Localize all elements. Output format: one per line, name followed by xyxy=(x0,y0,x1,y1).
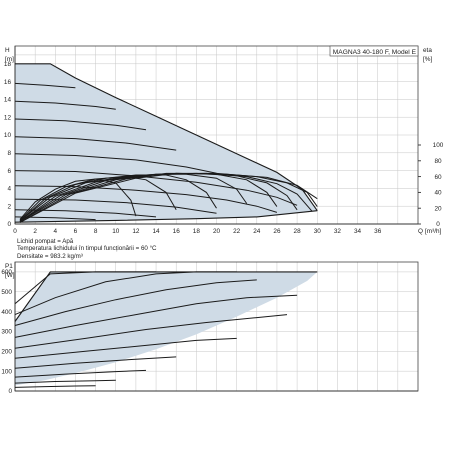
head-tick-label: 8 xyxy=(7,150,11,157)
head-tick-label: 12 xyxy=(4,114,12,121)
flow-tick-label: 26 xyxy=(273,228,281,235)
flow-tick-label: 12 xyxy=(132,228,140,235)
flow-tick-label: 30 xyxy=(314,228,322,235)
flow-tick-label: 10 xyxy=(112,228,120,235)
power-axis-label: P1 xyxy=(5,263,13,270)
eta-tick-label: 80 xyxy=(434,158,442,165)
head-tick-label: 10 xyxy=(4,132,12,139)
eta-tick-label: 20 xyxy=(434,205,442,212)
flow-tick-label: 20 xyxy=(213,228,221,235)
eta-tick-label: 0 xyxy=(436,221,440,228)
eta-axis-label: eta xyxy=(423,47,432,54)
flow-tick-label: 28 xyxy=(294,228,302,235)
eta-tick-label: 100 xyxy=(433,142,444,149)
efficiency-curve xyxy=(19,172,318,223)
power-curve xyxy=(14,369,147,378)
min-head-curve xyxy=(14,210,318,223)
flow-tick-label: 2 xyxy=(33,228,37,235)
flow-tick-label: 22 xyxy=(233,228,241,235)
head-curve xyxy=(14,100,116,110)
operating-region xyxy=(15,63,318,223)
power-tick-label: 400 xyxy=(1,309,12,316)
eta-tick-label: 60 xyxy=(434,174,442,181)
power-axis-unit: [W] xyxy=(5,272,15,279)
power-tick-label: 300 xyxy=(1,329,12,336)
flow-tick-label: 16 xyxy=(173,228,181,235)
power-tick-label: 0 xyxy=(8,388,12,395)
eta-tick-label: 40 xyxy=(434,190,442,197)
head-tick-label: 2 xyxy=(7,203,11,210)
power-curve xyxy=(14,337,237,359)
info-density: Densitate = 983.2 kg/m³ xyxy=(17,253,83,260)
power-tick-label: 200 xyxy=(1,349,12,356)
power-curve xyxy=(14,294,298,338)
flow-axis-unit: [m³/h] xyxy=(425,228,442,235)
power-tick-label: 500 xyxy=(1,289,12,296)
head-efficiency-chart: H [m] eta [%] Q [m³/h] Lichid pompat = A… xyxy=(4,45,444,260)
efficiency-curve xyxy=(19,178,137,220)
flow-tick-label: 8 xyxy=(94,228,98,235)
head-tick-label: 4 xyxy=(7,186,11,193)
power-curve xyxy=(14,356,177,369)
max-power-curve xyxy=(14,271,318,322)
power-curve xyxy=(14,385,96,388)
flow-tick-label: 14 xyxy=(152,228,160,235)
flow-tick-label: 4 xyxy=(54,228,58,235)
head-curve xyxy=(14,82,76,89)
head-curve xyxy=(14,153,217,174)
head-axis-unit: [m] xyxy=(5,56,14,63)
flow-tick-label: 24 xyxy=(253,228,261,235)
flow-tick-label: 18 xyxy=(193,228,201,235)
flow-tick-label: 0 xyxy=(13,228,17,235)
efficiency-curve xyxy=(19,172,318,223)
flow-axis-label: Q xyxy=(418,228,423,235)
head-tick-label: 14 xyxy=(4,97,12,104)
head-curve xyxy=(14,198,217,214)
power-curve xyxy=(14,314,288,349)
info-temperature: Temperatura lichidului în timpul funcțio… xyxy=(17,245,157,252)
head-axis-label: H xyxy=(5,47,10,54)
head-tick-label: 6 xyxy=(7,168,11,175)
power-region xyxy=(15,271,318,386)
eta-axis-unit: [%] xyxy=(423,56,432,63)
title-box xyxy=(329,45,419,57)
head-tick-label: 0 xyxy=(7,221,11,228)
flow-tick-label: 34 xyxy=(354,228,362,235)
head-curve xyxy=(14,118,147,131)
flow-tick-label: 32 xyxy=(334,228,342,235)
max-head-curve xyxy=(15,63,318,212)
head-tick-label: 16 xyxy=(4,79,12,86)
flow-tick-label: 36 xyxy=(374,228,382,235)
head-curve xyxy=(14,170,298,206)
power-curve xyxy=(14,279,257,326)
chart-title: MAGNA3 40-180 F, Model E xyxy=(333,49,417,56)
power-tick-label: 600 xyxy=(1,269,12,276)
flow-tick-label: 6 xyxy=(74,228,78,235)
efficiency-curve xyxy=(19,174,217,222)
head-tick-label: 18 xyxy=(4,61,12,68)
info-liquid: Lichid pompat = Apă xyxy=(17,238,74,245)
head-curve xyxy=(14,136,177,151)
power-tick-label: 100 xyxy=(1,368,12,375)
power-curve xyxy=(14,379,116,384)
power-chart: P1 [W] 0 100 200 300 400 500 600 xyxy=(1,261,419,395)
